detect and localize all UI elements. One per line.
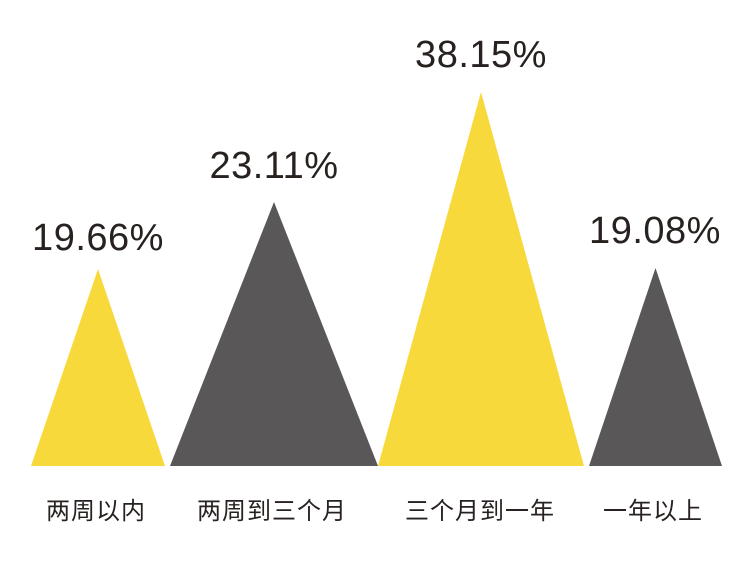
triangle-bar-2	[170, 202, 378, 466]
value-label-3: 38.15%	[415, 34, 547, 76]
category-label-2: 两周到三个月	[197, 498, 347, 525]
triangle-bar-1	[31, 269, 165, 466]
triangle-bar-3	[378, 92, 584, 466]
category-label-4: 一年以上	[603, 498, 703, 525]
triangle-bar-4	[589, 268, 722, 466]
category-label-3: 三个月到一年	[405, 498, 555, 525]
category-label-1: 两周以内	[46, 498, 146, 525]
value-label-1: 19.66%	[32, 217, 164, 259]
value-label-2: 23.11%	[209, 145, 339, 187]
value-label-4: 19.08%	[589, 210, 721, 252]
